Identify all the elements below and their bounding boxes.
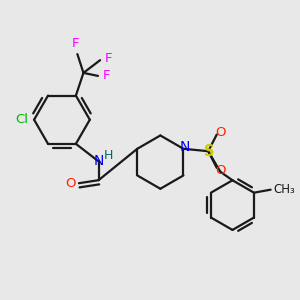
Text: F: F xyxy=(105,52,112,65)
Text: O: O xyxy=(215,126,226,139)
Text: Cl: Cl xyxy=(16,113,28,126)
Text: N: N xyxy=(179,140,190,154)
Text: N: N xyxy=(93,154,104,168)
Text: O: O xyxy=(215,164,226,177)
Text: CH₃: CH₃ xyxy=(273,183,295,196)
Text: F: F xyxy=(103,69,110,82)
Text: H: H xyxy=(103,149,113,162)
Text: O: O xyxy=(65,177,75,190)
Text: S: S xyxy=(204,144,214,159)
Text: F: F xyxy=(72,38,80,50)
